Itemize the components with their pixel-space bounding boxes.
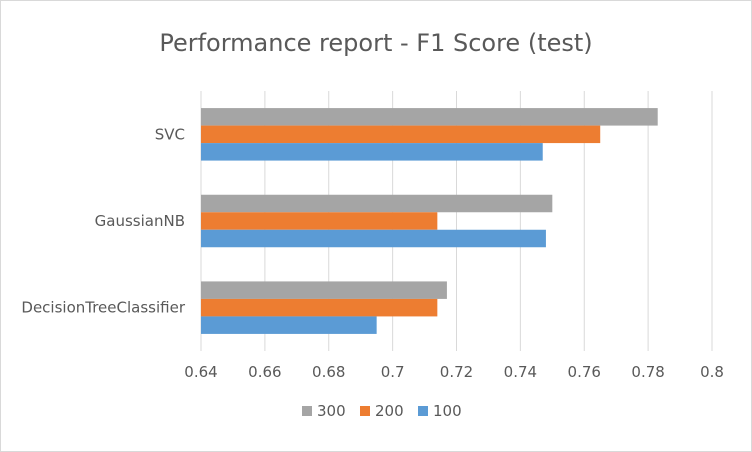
x-tick-label: 0.66	[248, 363, 281, 381]
y-category-label: DecisionTreeClassifier	[21, 299, 185, 317]
x-tick-label: 0.64	[184, 363, 217, 381]
legend-label: 200	[375, 402, 404, 420]
x-tick-label: 0.68	[312, 363, 345, 381]
x-tick-label: 0.74	[504, 363, 537, 381]
legend-swatch-200	[360, 406, 370, 416]
legend-label: 100	[433, 402, 462, 420]
x-tick-label: 0.72	[440, 363, 473, 381]
bar-DecisionTreeClassifier-100	[201, 316, 377, 334]
y-category-label: GaussianNB	[95, 212, 185, 230]
bar-SVC-300	[201, 108, 658, 126]
chart-title: Performance report - F1 Score (test)	[159, 29, 592, 57]
x-tick-label: 0.8	[700, 363, 724, 381]
legend-swatch-300	[302, 406, 312, 416]
y-axis-categories: SVC GaussianNB DecisionTreeClassifier	[21, 125, 185, 316]
bar-GaussianNB-300	[201, 194, 553, 213]
x-tick-label: 0.7	[381, 363, 405, 381]
x-tick-label: 0.76	[568, 363, 601, 381]
bar-SVC-200	[201, 125, 601, 144]
bar-DecisionTreeClassifier-300	[201, 281, 447, 299]
legend-swatch-100	[418, 406, 428, 416]
x-tick-label: 0.78	[631, 363, 664, 381]
bar-GaussianNB-100	[201, 229, 546, 248]
bar-DecisionTreeClassifier-200	[201, 298, 438, 317]
legend: 300 200 100	[302, 402, 462, 420]
bar-SVC-100	[201, 143, 543, 161]
y-category-label: SVC	[155, 125, 185, 143]
bars	[201, 108, 658, 334]
legend-label: 300	[317, 402, 346, 420]
bar-GaussianNB-200	[201, 212, 438, 230]
x-axis-ticks: 0.64 0.66 0.68 0.7 0.72 0.74 0.76 0.78 0.8	[184, 363, 724, 381]
